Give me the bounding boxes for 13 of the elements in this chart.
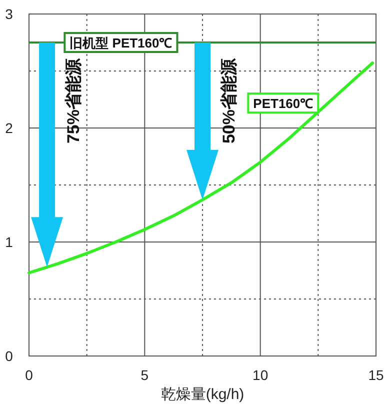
ref-line-label: 旧机型 PET160℃ — [70, 36, 172, 50]
x-axis-title: 乾燥量(kg/h) — [160, 386, 244, 403]
x-tick-label: 10 — [252, 367, 268, 383]
y-tick-label: 0 — [5, 348, 14, 364]
annotation: 50%省能源 — [220, 58, 238, 144]
y-tick-label: 2 — [5, 120, 14, 136]
annotation: 75%省能源 — [64, 58, 84, 144]
series-label: PET160℃ — [253, 96, 314, 112]
x-tick-label: 5 — [140, 367, 149, 383]
x-tick-label: 0 — [25, 367, 34, 383]
y-tick-label: 3 — [5, 6, 14, 22]
y-tick-label: 1 — [5, 234, 14, 250]
x-tick-label: 15 — [368, 367, 384, 383]
